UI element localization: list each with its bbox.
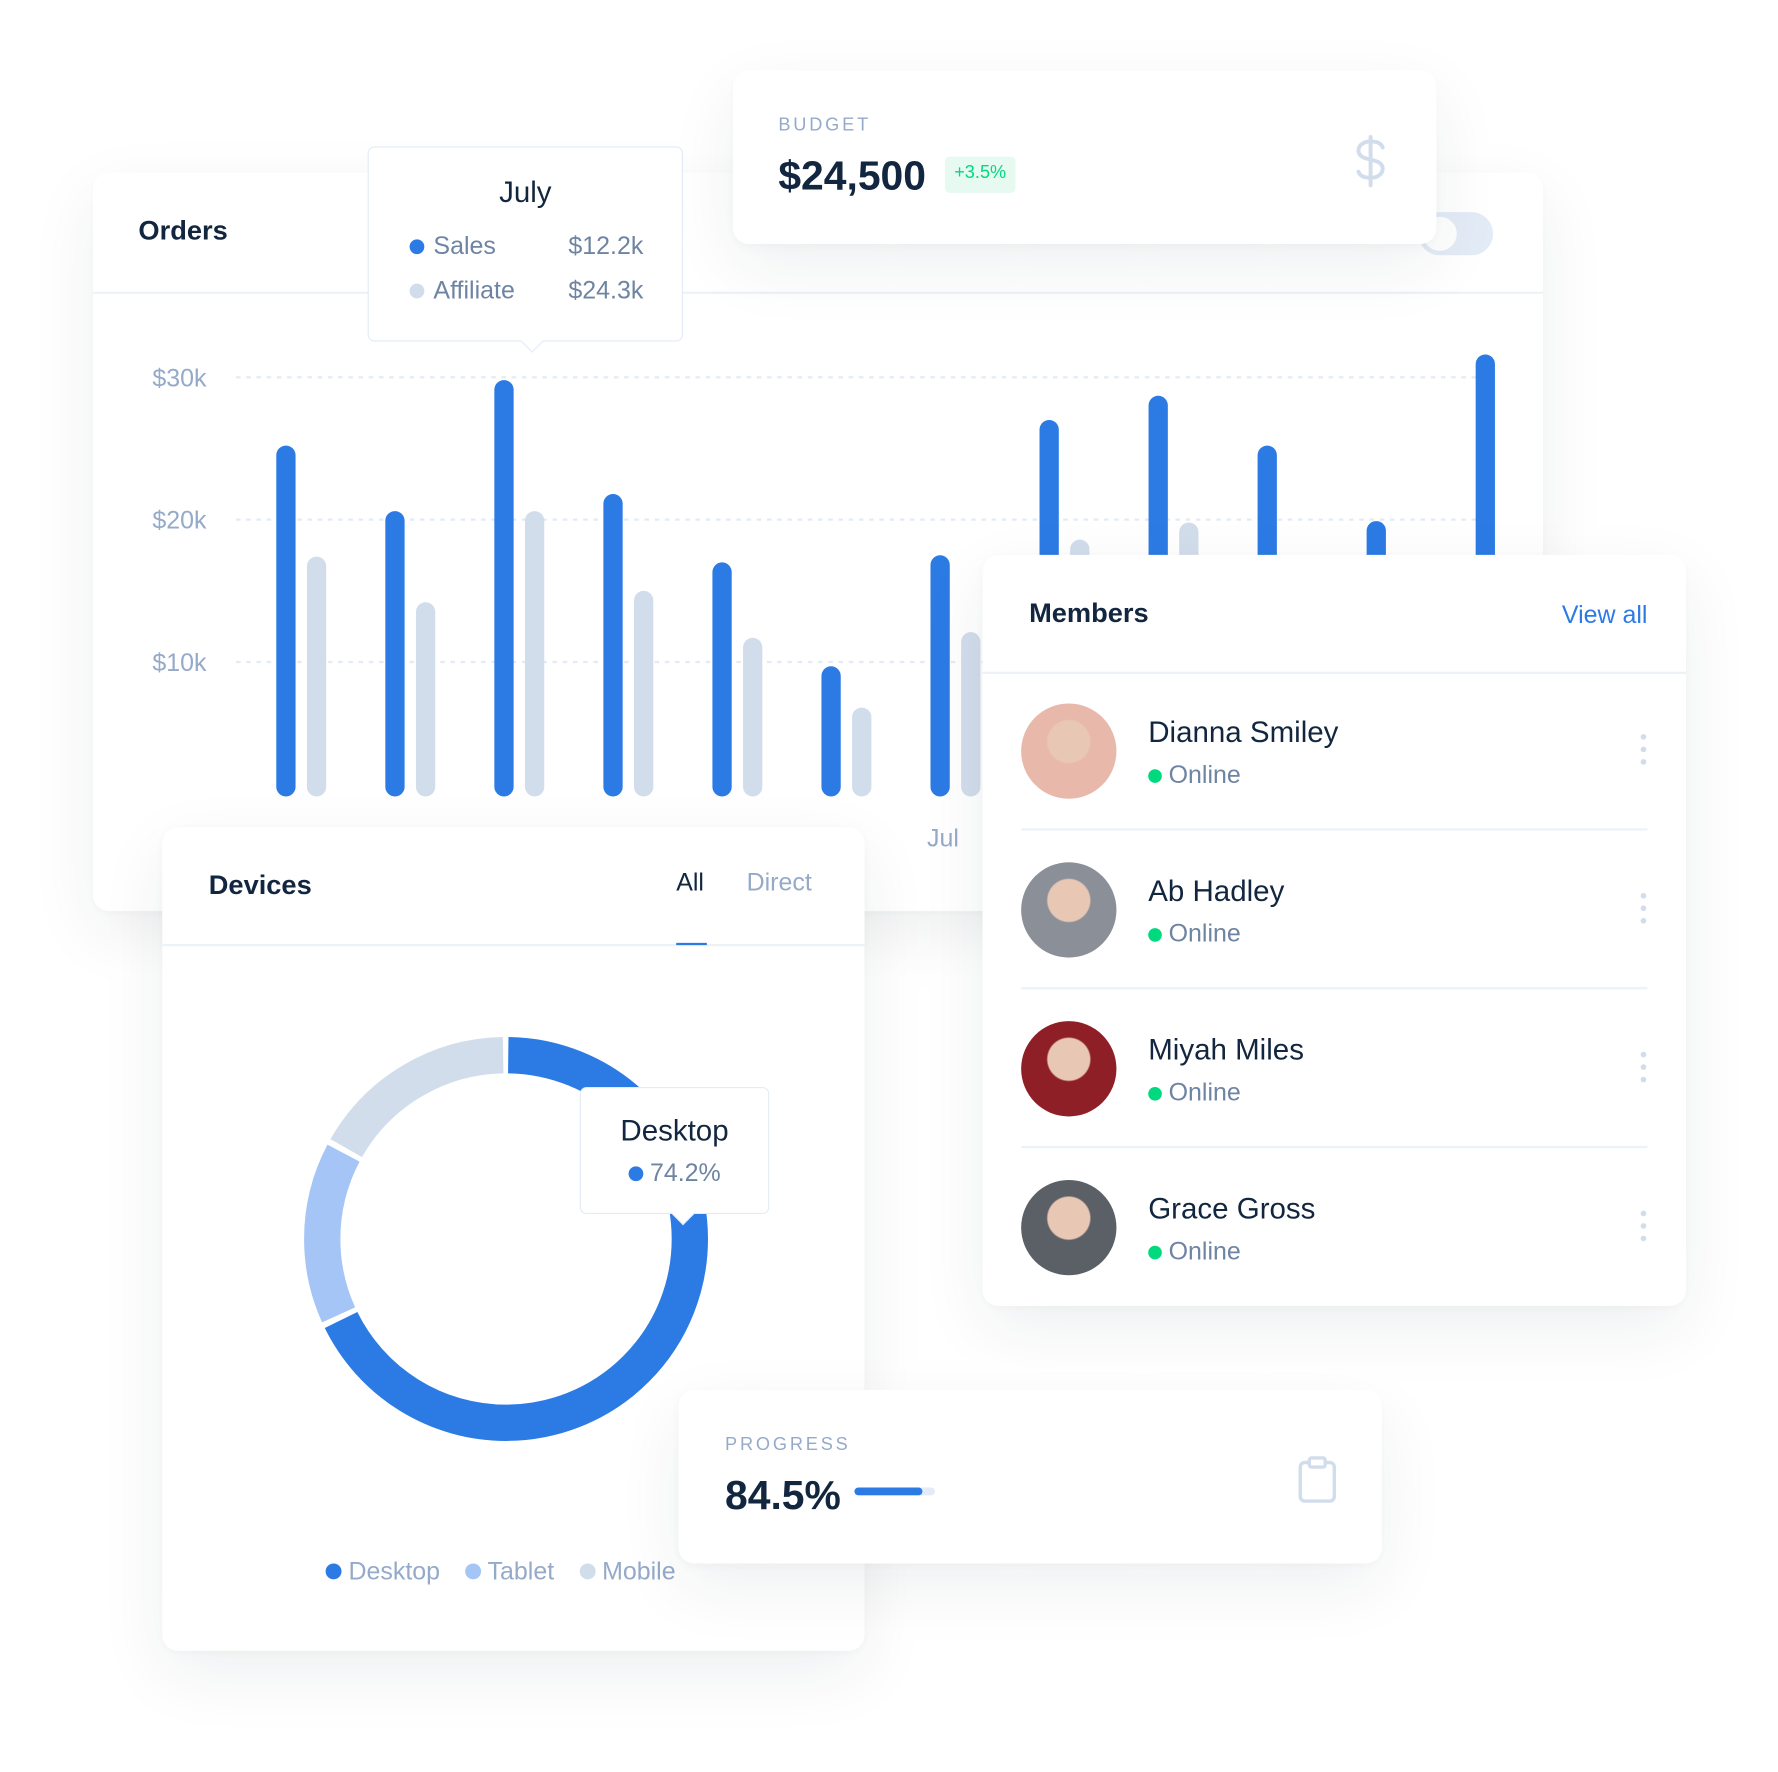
y-tick-label: $20k (152, 507, 207, 535)
devices-donut-chart (304, 1037, 708, 1441)
avatar (1021, 1179, 1117, 1276)
tooltip-affiliate-label: Affiliate (433, 275, 515, 305)
avatar (1021, 703, 1117, 799)
member-name: Miyah Miles (1148, 1032, 1304, 1067)
members-title: Members (1029, 597, 1149, 629)
member-status: Online (1148, 760, 1241, 789)
avatar (1021, 1021, 1117, 1117)
sales-bar[interactable] (930, 555, 950, 797)
online-dot-icon (1148, 928, 1162, 942)
tooltip-affiliate-value: $24.3k (568, 275, 644, 305)
member-status: Online (1148, 919, 1241, 948)
devices-legend: Desktop Tablet Mobile (325, 1556, 676, 1586)
online-dot-icon (1148, 1245, 1162, 1260)
progress-value: 84.5% (725, 1471, 841, 1519)
member-name: Dianna Smiley (1148, 714, 1339, 749)
devices-tooltip: Desktop 74.2% (579, 1086, 770, 1226)
tab-all[interactable]: All (676, 867, 704, 897)
avatar (1021, 862, 1117, 958)
more-options-icon[interactable] (1640, 892, 1648, 930)
devices-tooltip-value-row: 74.2% (581, 1158, 768, 1187)
x-tick-jul: Jul (926, 823, 959, 853)
member-row[interactable]: Ab Hadley Online (1021, 831, 1648, 990)
devices-title: Devices (208, 870, 312, 901)
orders-title: Orders (138, 215, 228, 247)
sales-bar[interactable] (603, 494, 623, 797)
orders-header-divider (93, 291, 1544, 294)
devices-tooltip-value: 74.2% (649, 1158, 721, 1187)
legend-tablet: Tablet (487, 1556, 555, 1586)
tooltip-row-sales: Sales $12.2k (409, 231, 644, 260)
affiliate-bar[interactable] (961, 632, 981, 797)
y-tick-label: $10k (152, 649, 207, 677)
legend-mobile-dot-icon (579, 1563, 596, 1580)
more-options-icon[interactable] (1640, 734, 1648, 771)
tab-direct[interactable]: Direct (746, 867, 812, 897)
member-name: Ab Hadley (1148, 873, 1285, 908)
member-status-text: Online (1168, 1236, 1241, 1266)
member-status-text: Online (1168, 1077, 1241, 1107)
legend-desktop: Desktop (348, 1556, 441, 1586)
member-row[interactable]: Miyah Miles Online (1021, 989, 1648, 1149)
member-row[interactable]: Grace Gross Online (1021, 1148, 1647, 1307)
more-options-icon[interactable] (1640, 1051, 1648, 1089)
donut-segment-desktop[interactable] (304, 1037, 708, 1441)
legend-desktop-dot-icon (325, 1563, 342, 1580)
member-status: Online (1148, 1237, 1241, 1266)
more-options-icon[interactable] (1640, 1210, 1648, 1248)
affiliate-bar[interactable] (743, 637, 763, 797)
affiliate-bar[interactable] (524, 511, 545, 797)
clipboard-icon (1298, 1456, 1336, 1503)
online-dot-icon (1148, 1086, 1162, 1101)
sales-bar[interactable] (276, 445, 296, 797)
member-status-text: Online (1168, 760, 1241, 789)
member-row[interactable]: Dianna Smiley Online (1021, 672, 1648, 831)
orders-tooltip: July Sales $12.2k Affiliate $24.3k (367, 146, 684, 353)
sales-bar[interactable] (712, 562, 732, 797)
desktop-dot-icon (628, 1166, 644, 1182)
members-card: Members View all Dianna Smiley Online Ab… (982, 554, 1687, 1307)
members-header-divider (982, 671, 1687, 674)
affiliate-bar[interactable] (415, 602, 436, 797)
budget-change-badge: +3.5% (945, 156, 1016, 193)
legend-mobile: Mobile (602, 1556, 676, 1586)
donut-segment-tablet[interactable] (304, 1037, 708, 1441)
progress-bar-fill (854, 1487, 923, 1496)
budget-label: BUDGET (778, 115, 872, 136)
affiliate-dot-icon (409, 283, 425, 299)
budget-card: BUDGET $24,500 +3.5% (732, 70, 1437, 244)
tooltip-row-affiliate: Affiliate $24.3k (409, 275, 644, 305)
sales-bar[interactable] (494, 380, 514, 797)
sales-bar[interactable] (821, 666, 841, 797)
member-status-text: Online (1168, 919, 1241, 948)
affiliate-bar[interactable] (852, 707, 872, 797)
affiliate-bar[interactable] (306, 556, 327, 797)
devices-header-divider (162, 943, 865, 947)
member-name: Grace Gross (1148, 1191, 1316, 1226)
progress-label: PROGRESS (725, 1435, 851, 1455)
legend-tablet-dot-icon (465, 1563, 482, 1580)
tooltip-month: July (499, 174, 552, 209)
progress-card: PROGRESS 84.5% (678, 1389, 1382, 1564)
online-dot-icon (1148, 769, 1162, 783)
tooltip-sales-label: Sales (433, 231, 496, 260)
tab-active-indicator (676, 942, 707, 946)
devices-tooltip-label: Desktop (620, 1113, 729, 1148)
progress-bar (854, 1487, 935, 1496)
tooltip-sales-value: $12.2k (568, 231, 644, 260)
sales-dot-icon (409, 239, 425, 255)
y-tick-label: $30k (152, 364, 207, 392)
affiliate-bar[interactable] (634, 590, 654, 797)
member-status: Online (1148, 1078, 1241, 1107)
view-all-link[interactable]: View all (1561, 600, 1648, 629)
budget-value: $24,500 (778, 152, 926, 199)
sales-bar[interactable] (385, 511, 405, 797)
dollar-icon (1356, 134, 1385, 188)
